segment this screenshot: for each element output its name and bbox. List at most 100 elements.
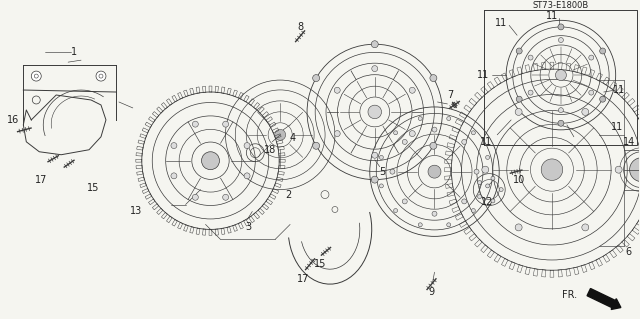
FancyArrow shape bbox=[587, 288, 621, 309]
Circle shape bbox=[630, 158, 640, 182]
Circle shape bbox=[515, 224, 522, 231]
Text: 9: 9 bbox=[428, 287, 435, 297]
Text: 5: 5 bbox=[380, 167, 386, 177]
Text: 16: 16 bbox=[7, 115, 19, 125]
Circle shape bbox=[558, 24, 564, 30]
Circle shape bbox=[394, 209, 397, 212]
Circle shape bbox=[31, 71, 41, 81]
Circle shape bbox=[474, 169, 479, 174]
Text: 3: 3 bbox=[245, 222, 252, 233]
Circle shape bbox=[410, 87, 415, 93]
Circle shape bbox=[430, 142, 437, 149]
Circle shape bbox=[171, 143, 177, 149]
Circle shape bbox=[380, 155, 383, 160]
Text: 8: 8 bbox=[297, 22, 303, 32]
Circle shape bbox=[334, 87, 340, 93]
Circle shape bbox=[589, 90, 594, 95]
Circle shape bbox=[491, 176, 495, 180]
Circle shape bbox=[428, 165, 441, 178]
Text: 15: 15 bbox=[87, 182, 99, 193]
Circle shape bbox=[515, 108, 522, 115]
Circle shape bbox=[516, 96, 522, 102]
Text: 11: 11 bbox=[546, 11, 558, 21]
Text: 18: 18 bbox=[264, 145, 276, 155]
Circle shape bbox=[313, 75, 319, 82]
Text: 17: 17 bbox=[297, 274, 309, 284]
Circle shape bbox=[432, 211, 437, 216]
Circle shape bbox=[528, 55, 533, 60]
Circle shape bbox=[486, 155, 490, 160]
Circle shape bbox=[96, 71, 106, 81]
Circle shape bbox=[380, 184, 383, 188]
Text: 11: 11 bbox=[480, 137, 492, 147]
Text: 15: 15 bbox=[314, 259, 326, 269]
Text: 11: 11 bbox=[477, 70, 490, 80]
Text: 12: 12 bbox=[481, 197, 493, 206]
Circle shape bbox=[499, 188, 503, 192]
Circle shape bbox=[430, 75, 437, 82]
Circle shape bbox=[582, 108, 589, 115]
Circle shape bbox=[410, 130, 415, 137]
Circle shape bbox=[516, 48, 522, 54]
Circle shape bbox=[368, 105, 381, 119]
Circle shape bbox=[559, 38, 563, 42]
Circle shape bbox=[461, 139, 467, 145]
Text: 13: 13 bbox=[130, 206, 142, 217]
Circle shape bbox=[486, 184, 490, 188]
Circle shape bbox=[432, 127, 437, 132]
Circle shape bbox=[419, 223, 422, 227]
Text: 11: 11 bbox=[611, 122, 623, 132]
Circle shape bbox=[171, 173, 177, 179]
Circle shape bbox=[472, 131, 476, 135]
Text: FR.: FR. bbox=[562, 290, 577, 300]
Circle shape bbox=[491, 199, 495, 203]
Circle shape bbox=[477, 181, 481, 185]
Circle shape bbox=[600, 96, 605, 102]
Circle shape bbox=[589, 55, 594, 60]
Circle shape bbox=[419, 116, 422, 121]
Circle shape bbox=[390, 169, 395, 174]
Text: ST73-E1800B: ST73-E1800B bbox=[532, 1, 589, 10]
Text: 11: 11 bbox=[495, 18, 508, 28]
Circle shape bbox=[541, 159, 563, 181]
Circle shape bbox=[403, 199, 407, 204]
Text: 7: 7 bbox=[447, 90, 454, 100]
Text: 14: 14 bbox=[623, 137, 635, 147]
Circle shape bbox=[477, 195, 481, 199]
Text: 6: 6 bbox=[625, 247, 632, 257]
Circle shape bbox=[582, 224, 589, 231]
Circle shape bbox=[223, 194, 228, 200]
Text: 10: 10 bbox=[513, 174, 525, 185]
Circle shape bbox=[371, 176, 378, 183]
Circle shape bbox=[275, 129, 285, 140]
Circle shape bbox=[244, 173, 250, 179]
Circle shape bbox=[600, 48, 605, 54]
Circle shape bbox=[372, 152, 378, 158]
Circle shape bbox=[394, 131, 397, 135]
Circle shape bbox=[559, 108, 563, 113]
Circle shape bbox=[202, 152, 220, 170]
Circle shape bbox=[193, 121, 198, 127]
Text: 17: 17 bbox=[35, 174, 47, 185]
Circle shape bbox=[313, 142, 319, 149]
Text: 1: 1 bbox=[71, 47, 77, 57]
Circle shape bbox=[615, 166, 622, 173]
Circle shape bbox=[372, 66, 378, 71]
Circle shape bbox=[528, 90, 533, 95]
Circle shape bbox=[371, 41, 378, 48]
Circle shape bbox=[461, 199, 467, 204]
Circle shape bbox=[482, 166, 489, 173]
Circle shape bbox=[223, 121, 228, 127]
Circle shape bbox=[244, 143, 250, 149]
Circle shape bbox=[447, 223, 451, 227]
Circle shape bbox=[556, 70, 566, 81]
Text: 2: 2 bbox=[285, 189, 291, 200]
Circle shape bbox=[403, 139, 407, 145]
Text: 4: 4 bbox=[290, 133, 296, 143]
Circle shape bbox=[472, 209, 476, 212]
Circle shape bbox=[447, 116, 451, 121]
Circle shape bbox=[334, 130, 340, 137]
Text: 11: 11 bbox=[612, 85, 625, 95]
Circle shape bbox=[193, 194, 198, 200]
Circle shape bbox=[558, 120, 564, 126]
